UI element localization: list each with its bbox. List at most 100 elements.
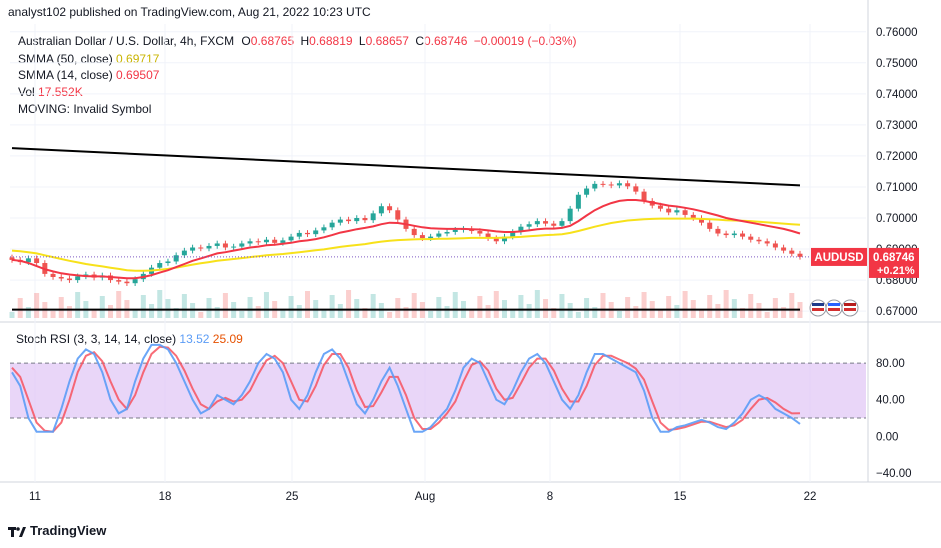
volume-bar [50,311,56,318]
volume-bar [296,305,302,318]
candle-body [682,210,688,215]
price-tag-value: 0.68746 [873,252,915,264]
time-tick-label: 11 [29,491,41,503]
candle-body [25,258,31,263]
candle-body [666,208,672,213]
volume-bar [288,296,294,318]
moving-averages [11,199,801,280]
close-label: C [415,34,424,48]
volume-bar [91,310,97,318]
volume-bar [731,299,737,318]
smma14-label: SMMA (14, close) [18,68,113,82]
candle-body [436,233,442,237]
volume-bar [452,292,458,318]
candle-body [370,213,376,221]
candle-body [329,222,335,228]
time-tick-label: 18 [159,491,172,503]
candle-body [75,276,81,281]
candle-body [239,243,245,247]
volume-bar [789,293,795,318]
volume-bar [493,291,499,318]
volume-bar [370,294,376,318]
stoch-k-line [11,343,801,433]
volume-bar [395,298,401,318]
tradingview-brand[interactable]: TradingView [8,523,106,538]
candle-body [518,226,524,232]
candle-body [592,183,598,189]
volume-bar [559,294,565,318]
candle-body [165,261,171,264]
candle-body [690,214,696,219]
open-label: O [241,34,251,48]
volume-bar [255,306,261,318]
tradingview-logo-icon [8,526,26,537]
flag-stripe [828,303,840,306]
stoch-band [10,363,866,418]
candle-body [510,231,516,237]
candle-body [699,218,704,223]
candle-body [66,278,72,281]
volume-bar [436,297,442,318]
candle-body [419,235,425,239]
volume-bar [181,294,187,318]
stoch-d-line [11,345,801,433]
volume-bar [346,290,352,318]
price-tick-label: 0.72000 [876,151,918,163]
volume-bar [748,294,754,318]
volume-bar [666,296,672,318]
candle-body [526,224,532,227]
candle-body [756,239,762,242]
candle-body [608,184,614,186]
candle-body [337,219,343,223]
candle-body [740,233,746,237]
flag-stripe [812,308,824,311]
volume-bar [247,297,253,318]
high-value: 0.68819 [309,34,353,48]
candle-body [116,280,122,282]
time-tick-label: 25 [286,491,299,503]
volume-bar [518,295,524,318]
volume-bar [116,291,122,318]
price-tag-bg [869,247,919,278]
volume-bar [132,309,138,318]
flag-stripe [844,308,856,311]
flag-icon [825,299,843,317]
candle-body [313,230,319,235]
candle-body [214,243,220,246]
candle-body [206,245,212,249]
time-tick-label: Aug [415,491,435,503]
stoch-legend: Stoch RSI (3, 3, 14, 14, close) 13.52 25… [16,332,243,347]
candle-body [354,218,360,222]
symbol-tag-bg [811,247,867,266]
candle-body [124,281,130,284]
candle-body [428,236,434,239]
volume-bar [781,307,787,318]
price-tick-label: 0.70000 [876,213,918,225]
trendlines [10,147,866,311]
price-tick-label: 0.75000 [876,58,918,70]
open-value: 0.68765 [250,34,295,48]
moving-text: MOVING: Invalid Symbol [18,102,152,116]
candle-body [58,276,64,279]
candle-body [272,239,278,243]
candle-body [543,221,549,224]
volume-bar [99,296,105,318]
candle-body [748,236,754,240]
candle-body [9,257,15,260]
candle-body [731,233,737,236]
candle-body [633,186,639,192]
candle-body [707,222,713,229]
volume-bar [740,308,746,318]
candle-body [502,236,507,242]
smma14-value: 0.69507 [116,68,160,82]
candle-body [493,238,499,242]
flag-stripe [828,308,840,311]
volume-bar [58,297,64,318]
stoch-tick-label: −40.00 [876,468,912,480]
volume-bar [575,312,581,318]
stoch-tick-label: 80.00 [876,358,905,370]
candle-body [452,229,458,232]
volume-bar [239,311,245,318]
volume-bar [362,308,368,318]
